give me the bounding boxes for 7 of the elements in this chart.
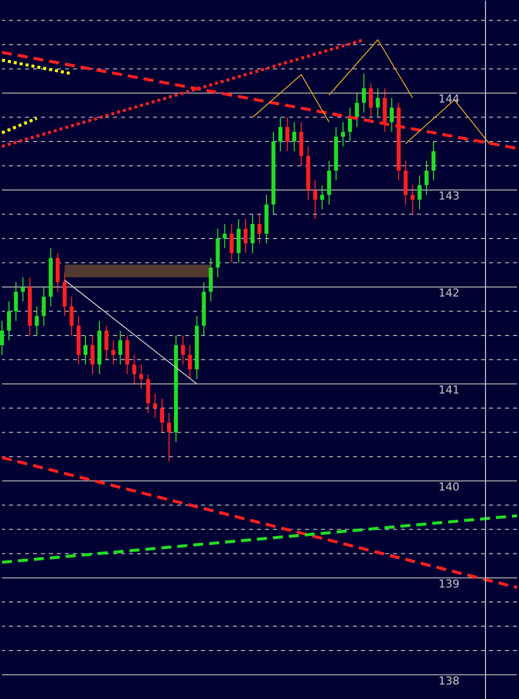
y-tick-label: 139 (438, 577, 460, 590)
y-tick-label: 143 (438, 190, 460, 203)
y-tick-label: 140 (438, 480, 460, 494)
y-tick-label: 142 (438, 286, 460, 300)
y-tick-label: 138 (438, 674, 460, 688)
y-tick-label: 141 (438, 383, 460, 396)
y-tick-label: 144 (438, 92, 460, 106)
